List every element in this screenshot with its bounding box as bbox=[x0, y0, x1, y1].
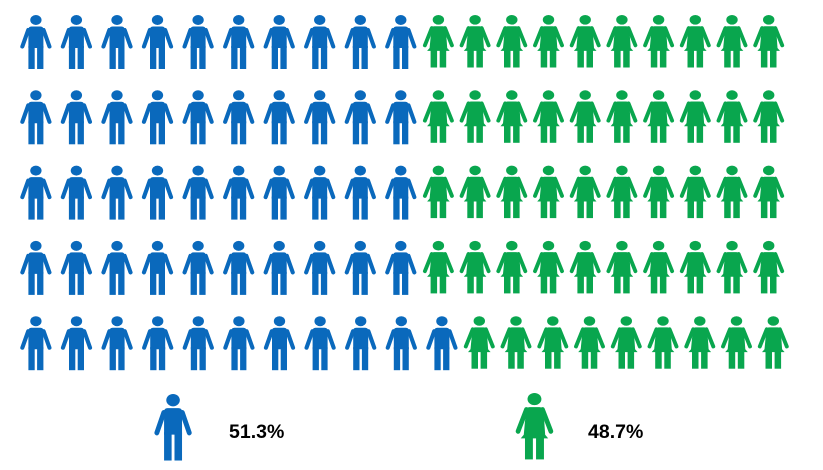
svg-text:48.7%: 48.7% bbox=[588, 421, 643, 443]
svg-text:51.3%: 51.3% bbox=[229, 421, 284, 443]
